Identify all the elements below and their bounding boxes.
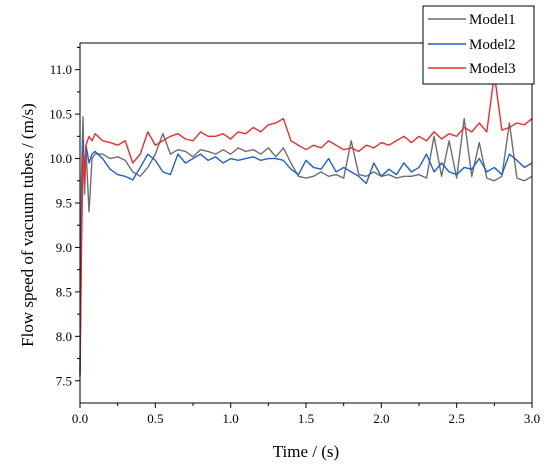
- series-layer: [79, 73, 533, 377]
- x-tick-label: 1.5: [298, 411, 314, 426]
- y-tick-label: 9.5: [56, 196, 72, 211]
- x-tick-label: 1.0: [223, 411, 239, 426]
- x-tick-label: 2.5: [449, 411, 465, 426]
- x-tick-label: 2.0: [373, 411, 389, 426]
- x-tick-label: 0.0: [72, 411, 88, 426]
- x-tick-label: 0.5: [147, 411, 163, 426]
- y-axis: 7.5 8.0 8.5 9.0 9.5 10.0 10.5 11.0: [49, 46, 80, 388]
- series-line-model2: [79, 140, 533, 372]
- x-tick-label: 3.0: [524, 411, 540, 426]
- y-tick-label: 10.5: [49, 107, 72, 122]
- y-tick-label: 8.5: [56, 284, 72, 299]
- legend: Model1 Model2 Model3: [422, 5, 535, 85]
- y-tick-label: 9.0: [56, 240, 72, 255]
- y-tick-label: 8.0: [56, 329, 72, 344]
- legend-label-model3: Model3: [469, 61, 516, 77]
- y-axis-label: Flow speed of vacuum tubes / (m/s): [18, 103, 37, 347]
- series-line-model1: [79, 116, 533, 377]
- legend-label-model1: Model1: [469, 12, 516, 28]
- x-axis: 0.0 0.5 1.0 1.5 2.0 2.5 3.0: [72, 403, 540, 426]
- legend-label-model2: Model2: [469, 37, 516, 53]
- y-tick-label: 10.0: [49, 151, 72, 166]
- y-tick-label: 7.5: [56, 373, 72, 388]
- y-tick-label: 11.0: [50, 62, 72, 77]
- x-axis-label: Time / (s): [273, 442, 339, 461]
- series-line-model3: [79, 73, 533, 377]
